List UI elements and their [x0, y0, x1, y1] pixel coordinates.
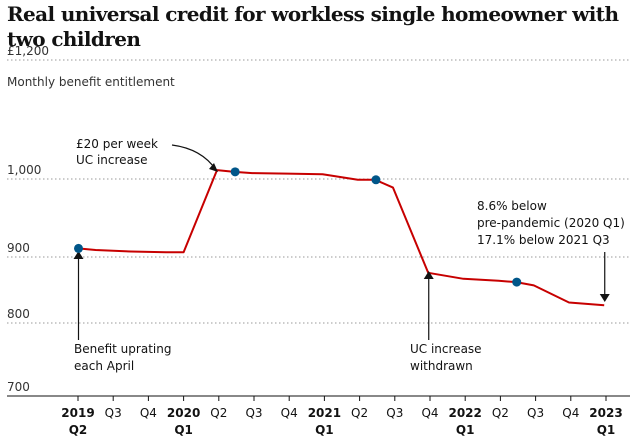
- markers: [74, 167, 522, 287]
- annotation-arrowhead: [209, 163, 218, 172]
- annotation-text: UC increase: [76, 153, 148, 167]
- annotations: £20 per week UC increase Benefit uprating e…: [73, 137, 625, 373]
- x-tick-sublabel: Q1: [456, 423, 475, 437]
- x-tick-label: 2021: [308, 406, 341, 420]
- y-tick-label: 700: [7, 380, 30, 394]
- x-tick-sublabel: Q2: [69, 423, 88, 437]
- x-tick-label: Q3: [105, 406, 122, 420]
- annotation-text: UC increase: [410, 342, 482, 356]
- x-tick-label: Q3: [527, 406, 544, 420]
- x-tick-label: Q3: [245, 406, 262, 420]
- x-tick-label: 2020: [167, 406, 200, 420]
- x-tick-sublabel: Q1: [597, 423, 616, 437]
- x-tick-label: Q2: [492, 406, 509, 420]
- x-tick-label: 2019: [61, 406, 94, 420]
- x-tick-label: Q4: [421, 406, 438, 420]
- annotation-text: 8.6% below: [477, 199, 547, 213]
- x-tick-label: 2022: [448, 406, 481, 420]
- annotation-text: Benefit uprating: [74, 342, 171, 356]
- y-tick-label: 1,000: [7, 163, 41, 177]
- annotation-arrowhead: [599, 294, 610, 302]
- annotation-text: withdrawn: [410, 359, 473, 373]
- chart-title: Real universal credit for workless singl…: [7, 2, 619, 51]
- data-marker: [512, 277, 522, 287]
- x-tick-label: Q2: [351, 406, 368, 420]
- annotation-text: 17.1% below 2021 Q3: [477, 233, 610, 247]
- x-tick-sublabel: Q1: [315, 423, 334, 437]
- annotation-arrow: [171, 144, 217, 171]
- x-tick-label: Q4: [140, 406, 157, 420]
- annotation-text: £20 per week: [76, 137, 158, 151]
- x-tick-label: Q4: [562, 406, 579, 420]
- y-tick-labels: £1,200 1,000 900 800 700: [7, 44, 49, 394]
- annotation-text: each April: [74, 359, 134, 373]
- x-tick-label: Q4: [281, 406, 298, 420]
- data-marker: [230, 167, 240, 177]
- gridlines: [7, 59, 630, 397]
- x-tick-label: Q3: [386, 406, 403, 420]
- x-tick-label: Q2: [210, 406, 227, 420]
- x-tick-label: 2023: [589, 406, 622, 420]
- x-tick-sublabel: Q1: [174, 423, 193, 437]
- annotation-arrowhead: [423, 271, 434, 279]
- data-marker: [371, 175, 381, 185]
- y-tick-label: 800: [7, 307, 30, 321]
- annotation-text: pre-pandemic (2020 Q1): [477, 216, 625, 230]
- y-tick-label: £1,200: [7, 44, 49, 58]
- annotation-arrowhead: [73, 251, 84, 259]
- x-tick-labels: 2019 Q2 Q3 Q4 2020 Q1 Q2 Q3 Q4 2021 Q1 Q2 Q3 Q4 2022 Q1…: [61, 396, 623, 437]
- y-tick-label: 900: [7, 241, 30, 255]
- y-axis-label: Monthly benefit entitlement: [7, 75, 175, 89]
- data-marker: [74, 243, 83, 253]
